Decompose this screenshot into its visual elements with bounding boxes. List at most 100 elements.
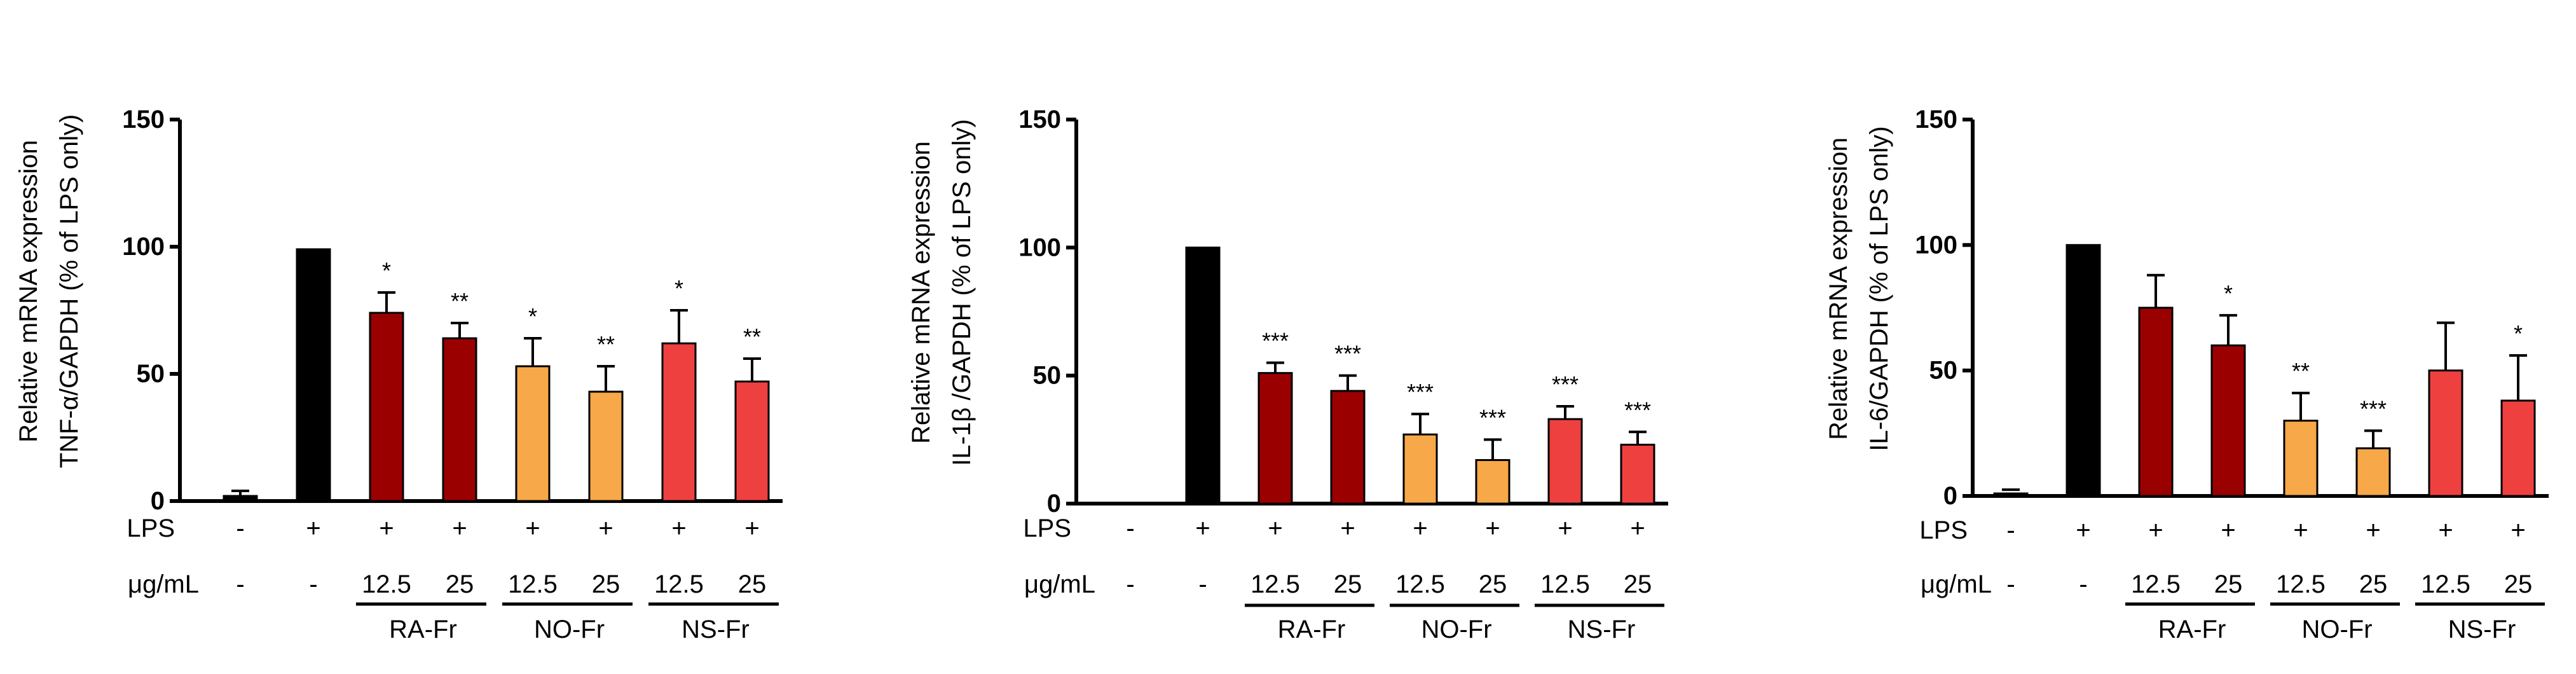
concentration-value: 12.5	[508, 570, 558, 598]
lps-marker: +	[2438, 516, 2453, 544]
bar	[515, 365, 551, 502]
concentration-row-label: μg/mL	[1024, 570, 1095, 598]
significance-label: **	[743, 324, 761, 350]
significance-label: ***	[2360, 395, 2387, 422]
significance-label: **	[2292, 358, 2310, 384]
significance-label: *	[2514, 320, 2523, 347]
y-tick-label: 100	[122, 233, 165, 261]
concentration-row-label: μg/mL	[128, 570, 199, 598]
lps-marker: +	[2293, 516, 2308, 544]
bar	[588, 390, 624, 502]
concentration-value: -	[1198, 570, 1207, 598]
concentration-value: 25	[2214, 570, 2243, 598]
concentration-value: 12.5	[654, 570, 704, 598]
lps-marker: +	[1558, 514, 1572, 542]
lps-row-label: LPS	[127, 514, 175, 542]
y-tick-label: 0	[1943, 482, 1957, 510]
concentration-value: -	[1126, 570, 1134, 598]
concentration-value: 12.5	[2276, 570, 2326, 598]
concentration-value: 25	[1624, 570, 1652, 598]
lps-marker: +	[452, 514, 467, 542]
bar	[1257, 372, 1293, 505]
lps-marker: +	[744, 514, 759, 542]
lps-row-label: LPS	[1919, 516, 1968, 544]
lps-marker: +	[2366, 516, 2380, 544]
significance-label: *	[675, 275, 683, 301]
concentration-value: 25	[2504, 570, 2533, 598]
lps-marker: +	[2511, 516, 2525, 544]
y-tick-label: 150	[122, 106, 165, 134]
lps-marker: +	[598, 514, 613, 542]
concentration-value: 12.5	[2421, 570, 2470, 598]
group-label: NS-Fr	[682, 616, 750, 643]
bar	[1547, 418, 1583, 505]
concentration-value: -	[2079, 570, 2087, 598]
concentration-value: -	[236, 570, 244, 598]
significance-label: *	[2224, 280, 2233, 306]
bar	[1993, 492, 2029, 497]
group-label: RA-Fr	[389, 616, 457, 643]
lps-marker: +	[1630, 514, 1645, 542]
lps-marker: +	[379, 514, 394, 542]
concentration-value: 12.5	[1395, 570, 1445, 598]
group-label: NS-Fr	[2448, 616, 2516, 643]
bar	[1475, 459, 1511, 505]
concentration-value: 12.5	[362, 570, 411, 598]
significance-label: ***	[1334, 341, 1361, 367]
lps-marker: +	[1268, 514, 1282, 542]
concentration-value: 12.5	[1250, 570, 1300, 598]
y-tick-label: 0	[1047, 490, 1061, 518]
y-axis-title-line2: TNF-α/GAPDH (% of LPS only)	[55, 114, 83, 469]
lps-marker: +	[2148, 516, 2163, 544]
group-label: RA-Fr	[1278, 616, 1346, 643]
bar	[223, 495, 258, 502]
significance-label: ***	[1479, 404, 1506, 430]
group-label: NO-Fr	[1421, 616, 1491, 643]
bar	[369, 312, 404, 502]
bar	[442, 337, 477, 502]
bar	[2355, 447, 2391, 497]
y-axis-title-line1: Relative mRNA expression	[15, 140, 43, 443]
bar	[2428, 369, 2463, 497]
bar	[296, 248, 331, 502]
y-tick-label: 50	[137, 360, 165, 388]
concentration-value: 12.5	[1540, 570, 1590, 598]
concentration-value: 25	[446, 570, 474, 598]
y-tick-label: 0	[151, 487, 165, 515]
lps-marker: -	[1126, 514, 1134, 542]
bar	[734, 380, 770, 502]
bar	[1402, 433, 1438, 505]
lps-marker: +	[1413, 514, 1427, 542]
significance-label: ***	[1624, 397, 1651, 423]
y-tick-label: 150	[1915, 106, 1957, 134]
concentration-value: 25	[1334, 570, 1362, 598]
bar	[2500, 399, 2536, 497]
group-label: NO-Fr	[2301, 616, 2372, 643]
concentration-value: 25	[738, 570, 767, 598]
concentration-value: 12.5	[2131, 570, 2181, 598]
bar	[2283, 420, 2319, 497]
bar	[1330, 390, 1366, 505]
y-axis-title-line1: Relative mRNA expression	[1825, 137, 1853, 440]
concentration-value: -	[309, 570, 317, 598]
lps-marker: +	[525, 514, 540, 542]
lps-marker: +	[2076, 516, 2090, 544]
lps-marker: -	[2006, 516, 2015, 544]
y-axis-title-line2: IL-1β /GAPDH (% of LPS only)	[948, 119, 976, 465]
bar	[1620, 443, 1655, 505]
significance-label: **	[597, 331, 615, 357]
significance-label: **	[451, 288, 469, 314]
lps-marker: +	[2221, 516, 2235, 544]
concentration-value: 25	[1479, 570, 1507, 598]
y-tick-label: 100	[1018, 233, 1061, 261]
lps-marker: +	[671, 514, 686, 542]
group-label: NO-Fr	[534, 616, 605, 643]
lps-marker: +	[306, 514, 320, 542]
y-tick-label: 100	[1915, 231, 1957, 259]
bar	[2066, 244, 2101, 497]
significance-label: *	[382, 258, 391, 284]
concentration-value: -	[2006, 570, 2015, 598]
bar	[2210, 344, 2246, 497]
lps-row-label: LPS	[1023, 514, 1071, 542]
